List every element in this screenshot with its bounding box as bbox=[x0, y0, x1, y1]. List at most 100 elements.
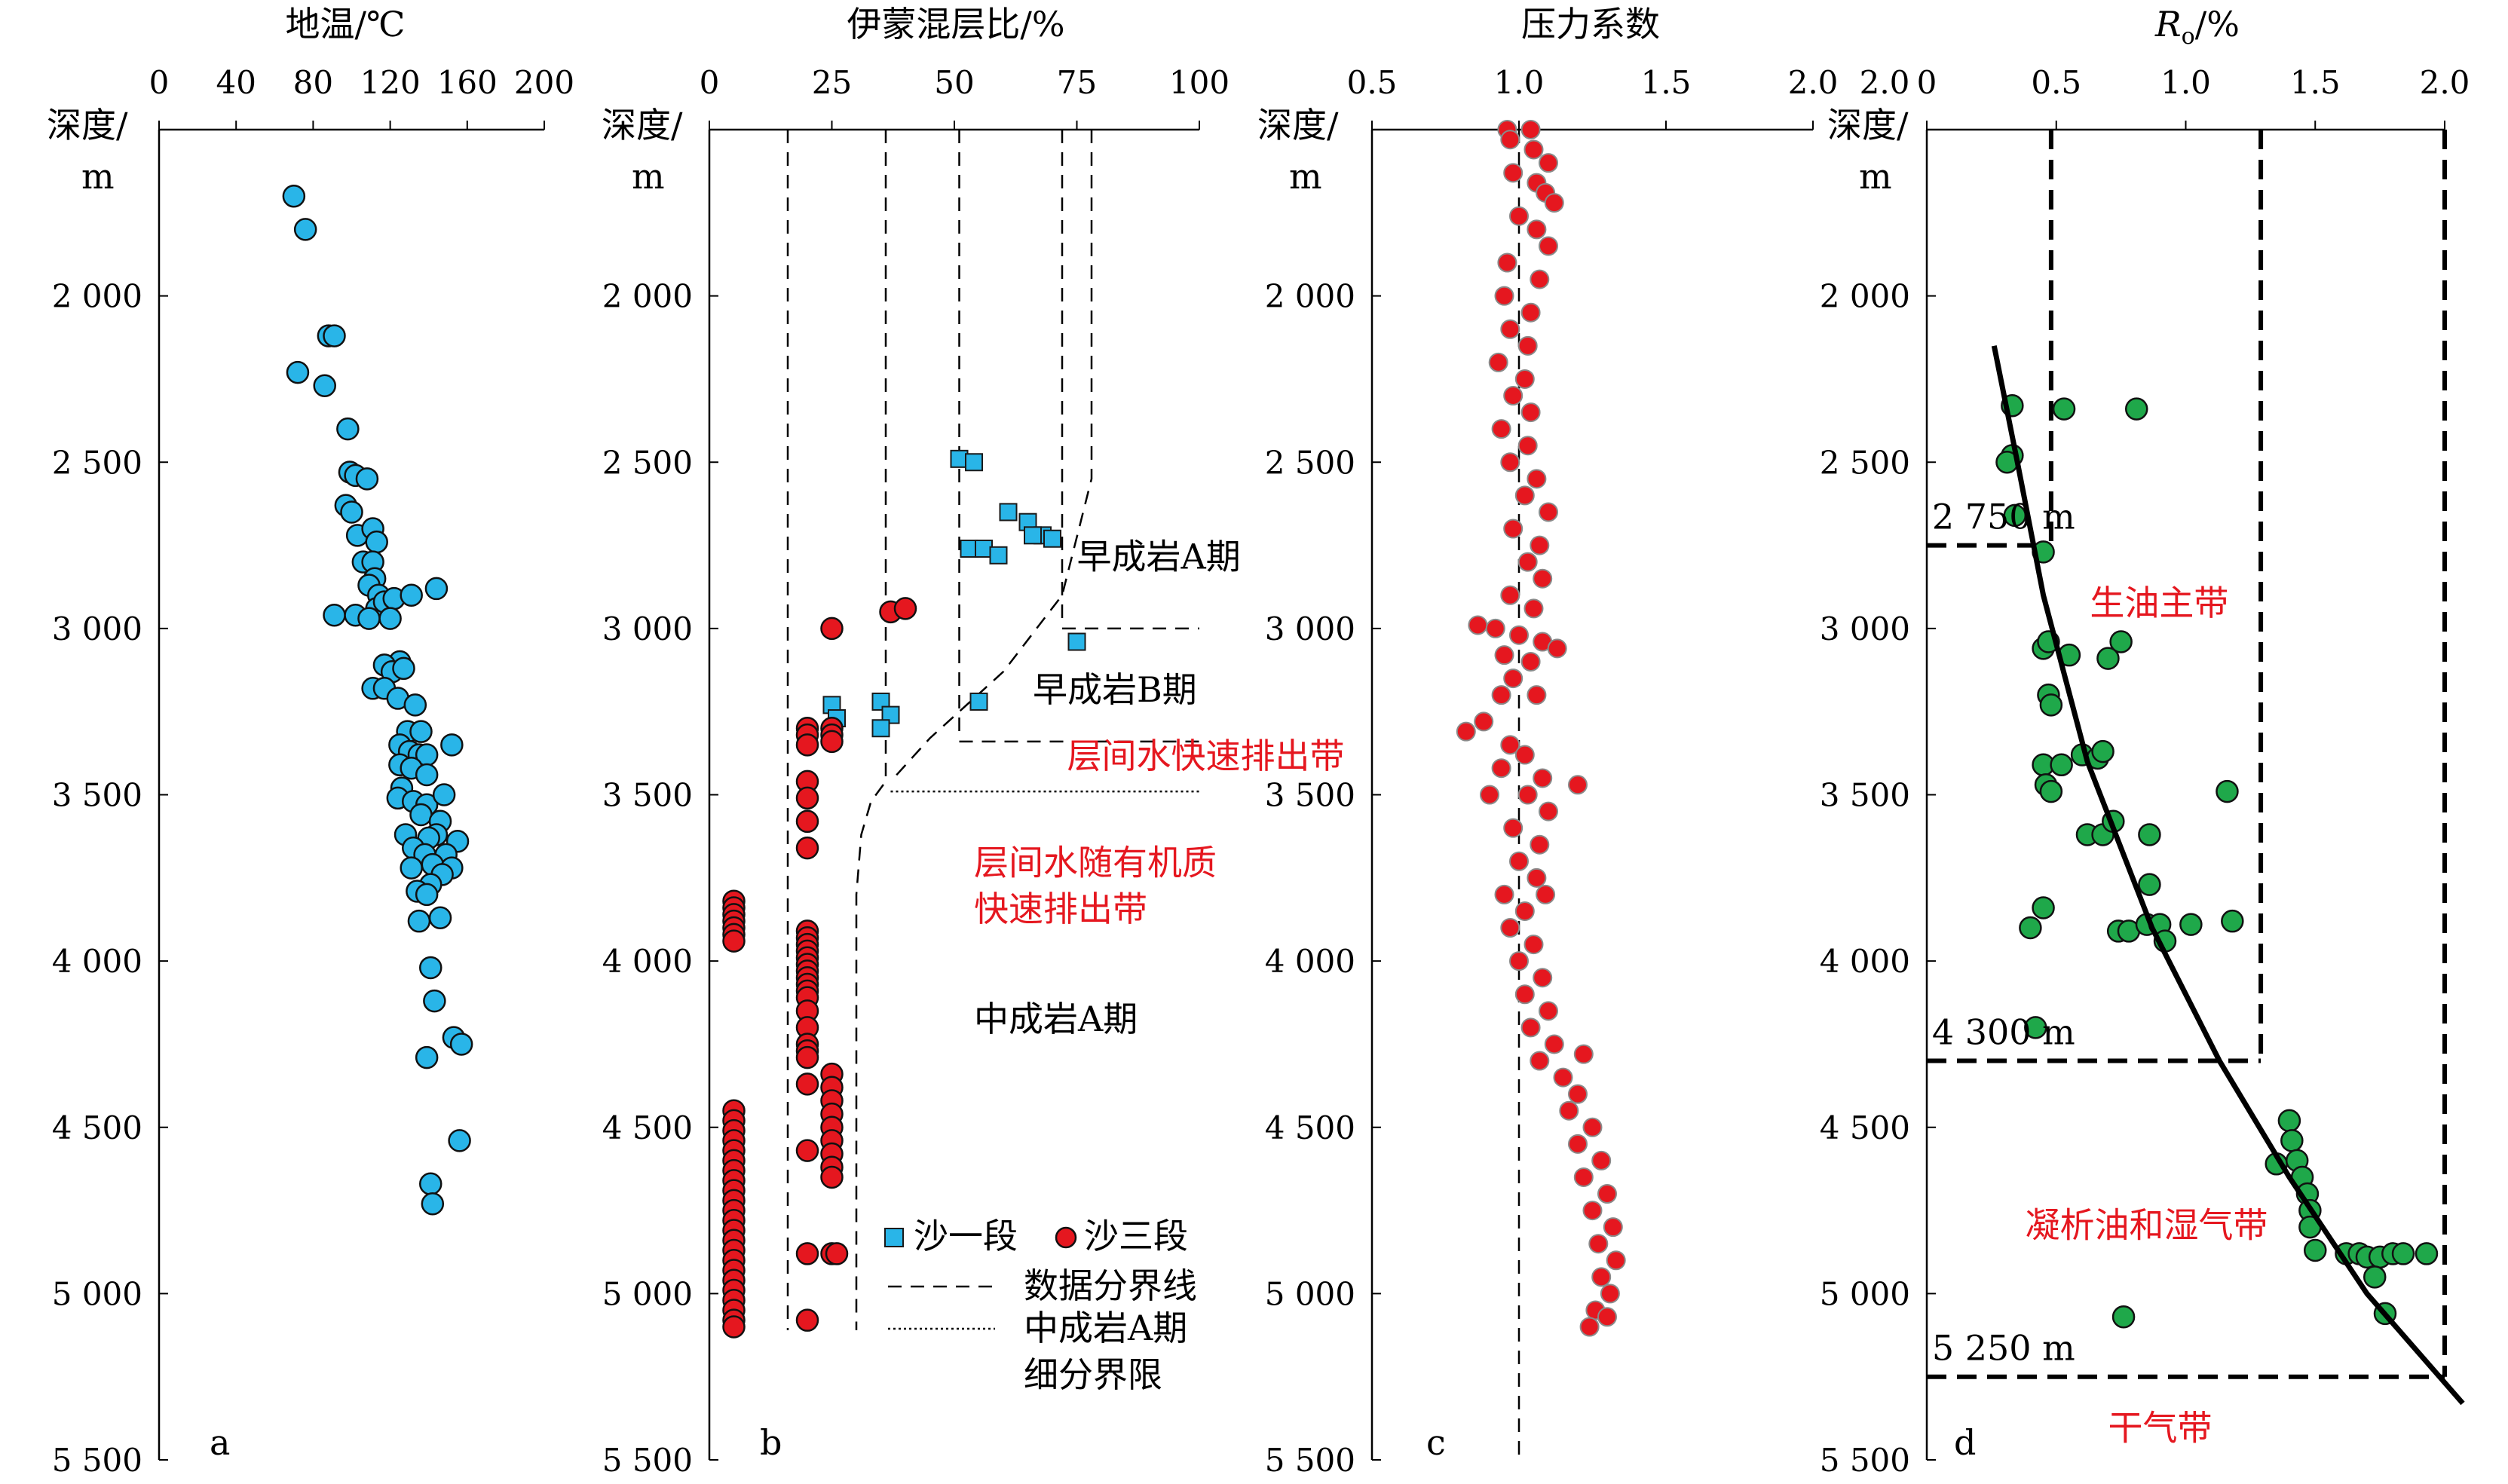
trend-line bbox=[1991, 345, 2465, 1406]
data-point bbox=[400, 856, 423, 880]
data-point bbox=[2415, 1242, 2439, 1265]
panel-a-y-tick-label: 5 000 bbox=[52, 1275, 142, 1312]
data-point bbox=[795, 1072, 819, 1096]
data-point bbox=[421, 1192, 445, 1216]
panel-b-y-tick-label: 2 500 bbox=[602, 444, 693, 481]
data-point bbox=[722, 929, 746, 953]
panel-a-x-tick-label: 200 bbox=[514, 64, 574, 101]
data-point bbox=[1520, 652, 1541, 672]
data-point bbox=[365, 530, 388, 554]
data-point bbox=[1539, 502, 1558, 522]
data-point bbox=[1491, 419, 1511, 439]
data-point bbox=[392, 656, 415, 681]
data-point bbox=[795, 836, 819, 860]
data-point bbox=[336, 417, 360, 441]
data-point bbox=[1591, 1267, 1612, 1287]
panel-d-y-tick-label: 5 000 bbox=[1820, 1275, 1910, 1312]
data-point bbox=[1491, 758, 1511, 779]
data-point bbox=[1597, 1307, 1617, 1327]
data-point bbox=[1520, 302, 1541, 323]
panel-c-y-tick-label: 5 000 bbox=[1265, 1275, 1355, 1312]
data-point bbox=[424, 577, 449, 601]
panel-b-label: b bbox=[760, 1422, 782, 1463]
data-point bbox=[1588, 1234, 1609, 1254]
data-point bbox=[1527, 469, 1547, 489]
panel-d-x-tick-label: 0 bbox=[1917, 64, 1937, 101]
data-point bbox=[2304, 1238, 2327, 1262]
data-point bbox=[1544, 1034, 1564, 1054]
annotation: 层间水快速排出带 bbox=[1067, 736, 1345, 776]
data-point bbox=[2096, 647, 2120, 670]
data-point bbox=[1509, 951, 1529, 971]
panel-d-y-tick-label: 3 000 bbox=[1820, 610, 1910, 647]
panel-b-y-tick-label: 2 000 bbox=[602, 278, 693, 315]
data-point bbox=[1539, 236, 1558, 256]
legend-label: 中成岩A期 bbox=[1024, 1308, 1187, 1348]
data-point bbox=[2052, 397, 2076, 421]
data-point bbox=[1568, 775, 1588, 795]
panel-a-marks bbox=[282, 185, 473, 1216]
panel-a-y-tick-label: 5 500 bbox=[52, 1442, 142, 1479]
data-point-square bbox=[989, 546, 1008, 565]
panel-d-trend bbox=[1991, 345, 2465, 1406]
panel-a-x-tick-label: 0 bbox=[149, 64, 170, 101]
panel-b-x-tick-label: 75 bbox=[1057, 64, 1097, 101]
data-point bbox=[1503, 386, 1523, 405]
panel-d-title-sub: o bbox=[2182, 23, 2195, 50]
data-point bbox=[2138, 823, 2161, 846]
panel-c: 压力系数 深度/ m 0.5 1.0 1.5 2.0 2 000 2 500 3 000 3 … bbox=[1257, 4, 1838, 1479]
data-point bbox=[432, 783, 456, 806]
panel-c-x-tick-label: 0.5 bbox=[1347, 64, 1398, 101]
data-point bbox=[2221, 909, 2244, 933]
data-point bbox=[1568, 1134, 1588, 1154]
panel-a-y-tick-label: 4 000 bbox=[52, 943, 142, 980]
panel-a-axes: 0 40 80 120 160 200 2 000 2 500 3 000 3 500 4 000 4… bbox=[52, 64, 574, 1479]
annotation: 早成岩A期 bbox=[1077, 536, 1241, 577]
data-point-square bbox=[1067, 632, 1086, 651]
panel-a-depth-label-line1: 深度/ bbox=[47, 105, 128, 145]
panel-a-y-tick-label: 4 500 bbox=[52, 1109, 142, 1146]
panel-d: Ro/% 深度/ m 2.0 0 0.5 1.0 1.5 2.0 2 000 2 500 3 … bbox=[1820, 4, 2470, 1479]
data-point bbox=[415, 763, 439, 787]
data-point bbox=[795, 1139, 819, 1162]
data-point bbox=[1523, 598, 1544, 619]
data-point-square bbox=[999, 503, 1018, 522]
data-point bbox=[1503, 669, 1523, 689]
panel-d-title-main: R bbox=[2154, 4, 2182, 44]
data-point bbox=[795, 1242, 819, 1265]
legend-label: 沙三段 bbox=[1084, 1216, 1188, 1256]
panel-a-y-tick-label: 2 500 bbox=[52, 444, 142, 481]
data-point bbox=[1514, 485, 1535, 506]
legend-label: 细分界限 bbox=[1024, 1354, 1162, 1395]
data-point bbox=[820, 1165, 844, 1189]
data-point bbox=[1509, 625, 1529, 645]
data-point bbox=[1539, 153, 1558, 173]
panel-a: 地温/℃ 深度/ m 0 40 80 120 160 200 2 000 2 500 3 000… bbox=[47, 4, 574, 1479]
panel-d-marks bbox=[1995, 393, 2439, 1329]
data-point bbox=[1514, 984, 1535, 1005]
panel-d-y-tick-label: 2 500 bbox=[1820, 444, 1910, 481]
panel-c-y-tick-label: 4 500 bbox=[1265, 1109, 1355, 1146]
data-point bbox=[1582, 1201, 1603, 1221]
legend-swatch-square bbox=[884, 1228, 904, 1247]
panel-a-y-tick-label: 3 500 bbox=[52, 777, 142, 814]
data-point bbox=[1509, 206, 1529, 226]
data-point bbox=[419, 1172, 442, 1196]
data-point bbox=[795, 1045, 819, 1069]
panel-d-label: d bbox=[1954, 1422, 1976, 1463]
panel-a-title: 地温/℃ bbox=[286, 4, 406, 44]
data-point bbox=[1539, 1001, 1558, 1021]
data-point bbox=[1517, 436, 1538, 456]
panel-a-x-tick-label: 80 bbox=[293, 64, 333, 101]
data-point bbox=[1500, 452, 1520, 473]
annotation: 层间水随有机质 bbox=[974, 842, 1217, 883]
data-point bbox=[1500, 918, 1520, 938]
data-point bbox=[448, 1129, 471, 1152]
data-point bbox=[2024, 1016, 2047, 1039]
data-point bbox=[409, 803, 433, 827]
panel-a-depth-label-line2: m bbox=[81, 156, 115, 197]
panel-b-x-tick-label: 100 bbox=[1169, 64, 1230, 101]
data-point bbox=[400, 583, 423, 607]
data-point bbox=[795, 1308, 819, 1332]
